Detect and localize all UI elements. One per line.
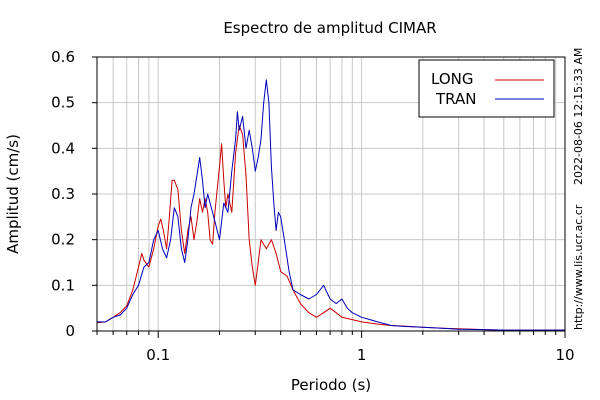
y-tick-label: 0.6 [51, 48, 75, 66]
source-url: http://www.lis.ucr.ac.cr [572, 204, 585, 330]
series-layer [96, 79, 565, 331]
x-ticks: 0.1 1 10 [96, 331, 575, 364]
legend-label-long: LONG [431, 70, 473, 88]
legend-label-tran: TRAN [435, 90, 476, 108]
y-tick-label: 0 [65, 322, 75, 340]
x-tick-label: 10 [555, 346, 574, 364]
y-tick-label: 0.1 [51, 276, 75, 294]
x-axis-label: Periodo (s) [291, 376, 371, 394]
y-tick-label: 0.4 [51, 139, 75, 157]
x-tick-label: 0.1 [146, 346, 170, 364]
y-tick-label: 0.2 [51, 231, 75, 249]
y-axis-label: Amplitud (cm/s) [4, 134, 22, 254]
y-tick-label: 0.3 [51, 185, 75, 203]
y-ticks: 0 0.1 0.2 0.3 0.4 0.5 0.6 [51, 48, 97, 340]
legend-box [418, 59, 555, 118]
grid-lines [97, 57, 565, 331]
timestamp-label: 2022-08-06 12:15:33 AM [572, 48, 585, 185]
chart-title: Espectro de amplitud CIMAR [223, 19, 436, 37]
x-tick-label: 1 [357, 346, 367, 364]
series-line-long [96, 125, 565, 331]
legend: LONG TRAN [418, 59, 555, 118]
series-line-tran [97, 79, 565, 331]
y-tick-label: 0.5 [51, 94, 75, 112]
